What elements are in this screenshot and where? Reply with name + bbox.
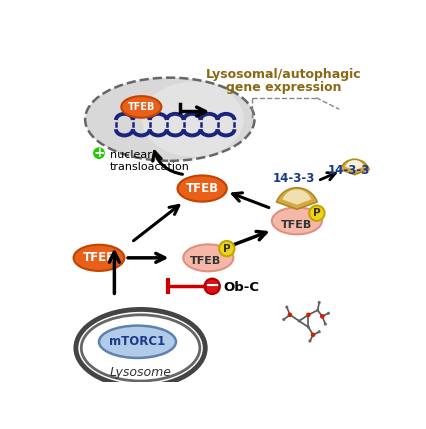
Text: +: + bbox=[93, 146, 105, 160]
Wedge shape bbox=[282, 189, 311, 205]
Circle shape bbox=[311, 332, 315, 337]
Circle shape bbox=[285, 305, 288, 308]
Circle shape bbox=[92, 146, 106, 160]
Text: Lysosome: Lysosome bbox=[109, 366, 172, 379]
Ellipse shape bbox=[74, 245, 124, 271]
Circle shape bbox=[306, 312, 311, 317]
Text: P: P bbox=[223, 244, 230, 254]
Text: Lysosomal/autophagic: Lysosomal/autophagic bbox=[206, 68, 362, 82]
Text: TFEB: TFEB bbox=[186, 182, 219, 195]
Circle shape bbox=[324, 323, 327, 326]
Circle shape bbox=[327, 312, 330, 315]
Ellipse shape bbox=[85, 78, 254, 161]
Wedge shape bbox=[340, 159, 369, 175]
Circle shape bbox=[219, 241, 234, 256]
Text: gene expression: gene expression bbox=[226, 81, 342, 94]
Text: 14-3-3: 14-3-3 bbox=[328, 164, 370, 177]
Text: nuclear
transloacation: nuclear transloacation bbox=[110, 150, 190, 172]
Ellipse shape bbox=[99, 326, 176, 358]
Circle shape bbox=[318, 301, 321, 304]
Circle shape bbox=[318, 330, 321, 333]
Circle shape bbox=[320, 314, 325, 319]
Ellipse shape bbox=[183, 245, 233, 271]
Circle shape bbox=[307, 326, 310, 329]
Text: 14-3-3: 14-3-3 bbox=[273, 172, 315, 185]
Ellipse shape bbox=[142, 82, 244, 157]
Circle shape bbox=[308, 339, 311, 342]
Text: TFEB: TFEB bbox=[128, 102, 155, 112]
Circle shape bbox=[282, 318, 285, 321]
Circle shape bbox=[309, 205, 325, 221]
Wedge shape bbox=[345, 160, 364, 170]
Text: Ob-C: Ob-C bbox=[224, 281, 260, 294]
Text: P: P bbox=[313, 208, 321, 218]
Text: −: − bbox=[204, 277, 220, 295]
Text: TFEB: TFEB bbox=[190, 256, 221, 266]
Ellipse shape bbox=[178, 175, 227, 202]
Circle shape bbox=[288, 312, 292, 317]
Text: TFEB: TFEB bbox=[82, 251, 115, 264]
Ellipse shape bbox=[121, 96, 161, 118]
Wedge shape bbox=[276, 188, 317, 209]
Text: mTORC1: mTORC1 bbox=[109, 335, 166, 348]
Circle shape bbox=[316, 308, 319, 312]
Text: TFEB: TFEB bbox=[281, 220, 313, 230]
Circle shape bbox=[298, 320, 301, 323]
Ellipse shape bbox=[272, 207, 322, 234]
Circle shape bbox=[204, 278, 220, 294]
